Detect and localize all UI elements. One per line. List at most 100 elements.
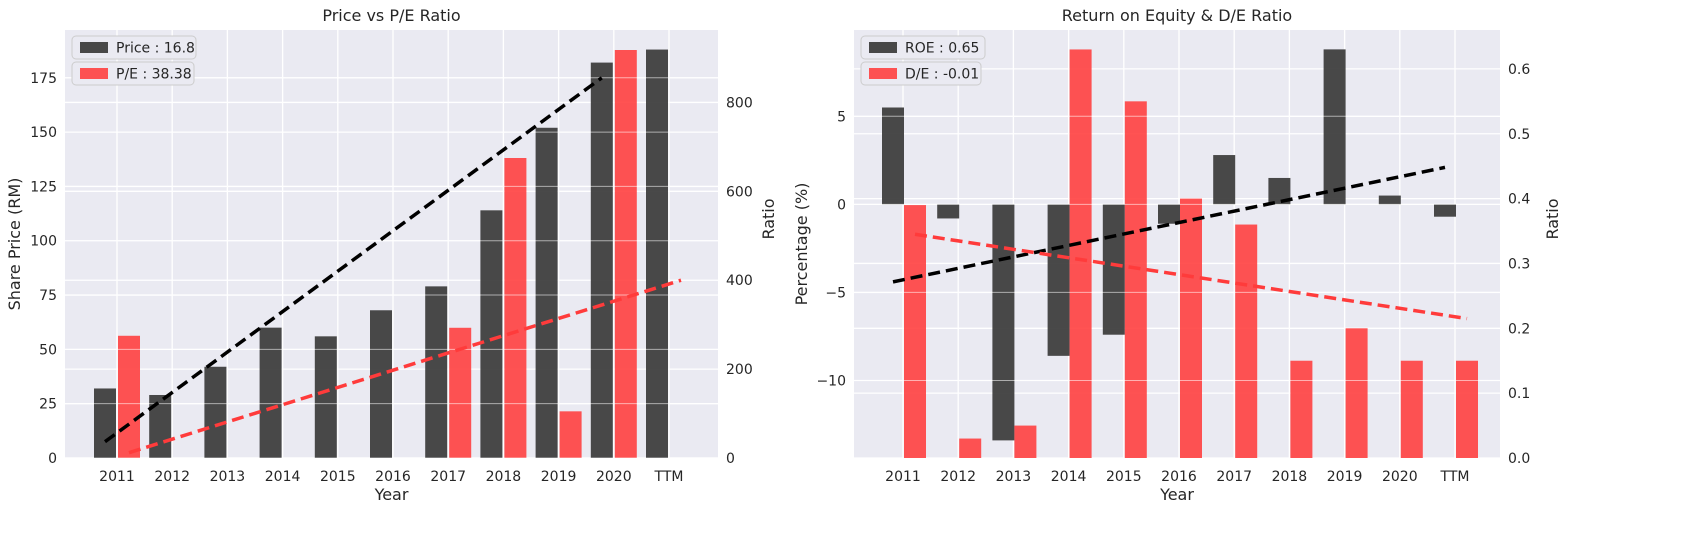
legend-swatch-primary: [869, 42, 897, 53]
x-axis-label: Year: [374, 485, 409, 504]
x-tick-label: 2014: [1051, 469, 1087, 485]
x-tick-label: 2018: [486, 469, 522, 485]
legend-label: D/E : -0.01: [905, 67, 979, 83]
x-axis-label: Year: [1159, 485, 1194, 504]
bar-primary: [1102, 204, 1125, 335]
legend-swatch-primary: [80, 42, 108, 53]
y-tick-label: 125: [30, 179, 57, 195]
bar-secondary: [1290, 360, 1313, 458]
plot-area: [854, 30, 1500, 458]
y-right-tick-label: 0.2: [1508, 321, 1530, 337]
bar-primary: [370, 310, 392, 458]
x-tick-label: 2016: [375, 469, 411, 485]
bar-primary: [259, 327, 282, 458]
x-tick-label: 2016: [1161, 469, 1197, 485]
bar-secondary: [1069, 49, 1092, 459]
legend-label: Price : 16.8: [116, 41, 195, 57]
x-tick-label: 2017: [1216, 469, 1252, 485]
bar-secondary: [504, 158, 527, 458]
x-tick-label: 2013: [996, 469, 1032, 485]
bar-secondary: [1180, 198, 1202, 458]
x-tick-label: 2019: [541, 469, 577, 485]
chart-1: 0 25 50 75 100 125 150 175 0 200 400 600 800 2011 2012…: [5, 6, 778, 504]
legend-swatch-secondary: [869, 68, 897, 79]
trendline: [914, 232, 1468, 321]
chart-2: −10 −5 0 5 0.0 0.1 0.2 0.3 0.4 0.5 0.6 2011 2012 2013…: [792, 6, 1562, 504]
x-tick-label: 2020: [596, 469, 632, 485]
y-tick-label: 0: [837, 197, 846, 213]
x-tick-label: 2012: [154, 469, 190, 485]
bar-primary: [480, 210, 503, 458]
x-tick-label: 2011: [99, 469, 135, 485]
bar-secondary: [1014, 425, 1037, 458]
bar-secondary: [959, 438, 982, 458]
y-right-tick-label: 800: [726, 95, 753, 111]
bar-secondary: [1235, 224, 1258, 458]
x-tick-label: 2011: [885, 469, 921, 485]
x-tick-label: 2013: [210, 469, 246, 485]
y-right-axis-label: Ratio: [759, 198, 778, 239]
bar-secondary: [904, 205, 926, 458]
y-right-tick-label: 0.6: [1508, 62, 1530, 78]
y-tick-label: 5: [837, 109, 846, 125]
y-right-axis-label: Ratio: [1543, 198, 1562, 239]
y-right-tick-label: 0.1: [1508, 386, 1530, 402]
bar-primary: [1047, 204, 1070, 356]
legend-box: [860, 35, 986, 60]
legend-box: [71, 35, 197, 60]
bar-primary: [149, 394, 172, 458]
trendline: [128, 278, 682, 455]
bar-primary: [882, 107, 904, 205]
y-tick-label: −10: [816, 374, 846, 390]
bar-secondary: [1400, 360, 1423, 458]
y-right-tick-label: 200: [726, 362, 753, 378]
y-tick-label: −5: [825, 285, 846, 301]
y-tick-label: 0: [48, 451, 57, 467]
x-tick-label: 2018: [1272, 469, 1308, 485]
bar-secondary: [614, 50, 637, 458]
trendline: [103, 76, 603, 444]
y-right-tick-label: 0: [726, 451, 735, 467]
legend-box: [860, 61, 982, 86]
y-right-tick-label: 400: [726, 273, 753, 289]
y-tick-label: 150: [30, 125, 57, 141]
bar-primary: [590, 62, 613, 458]
x-tick-label: 2019: [1327, 469, 1363, 485]
bar-primary: [992, 204, 1015, 441]
bar-primary: [1378, 195, 1401, 205]
x-tick-label: TTM: [1440, 469, 1470, 485]
bar-secondary: [1456, 360, 1478, 458]
x-tick-label: 2015: [1106, 469, 1142, 485]
bar-secondary: [118, 335, 140, 458]
x-tick-label: 2017: [430, 469, 466, 485]
y-tick-label: 25: [39, 397, 57, 413]
y-tick-label: 100: [30, 234, 57, 250]
y-right-tick-label: 0.4: [1508, 192, 1530, 208]
y-axis-label: Share Price (RM): [5, 178, 24, 311]
bar-secondary: [1124, 101, 1147, 458]
legend-box: [71, 61, 195, 86]
legend-label: ROE : 0.65: [905, 41, 979, 57]
x-tick-label: TTM: [654, 469, 684, 485]
bar-primary: [1268, 177, 1291, 205]
legend-swatch-secondary: [80, 68, 108, 79]
y-right-tick-label: 0.3: [1508, 256, 1530, 272]
x-tick-label: 2020: [1382, 469, 1418, 485]
y-right-tick-label: 600: [726, 184, 753, 200]
trendline: [892, 165, 1446, 284]
bar-primary: [646, 49, 668, 459]
chart-title: Price vs P/E Ratio: [322, 6, 460, 25]
y-axis-label: Percentage (%): [792, 183, 811, 306]
bar-primary: [94, 388, 116, 458]
x-tick-label: 2014: [265, 469, 301, 485]
chart-title: Return on Equity & D/E Ratio: [1062, 6, 1292, 25]
legend-label: P/E : 38.38: [116, 67, 192, 83]
y-tick-label: 50: [39, 342, 57, 358]
bar-primary: [1158, 204, 1180, 224]
bar-secondary: [1345, 328, 1368, 458]
bar-primary: [1434, 204, 1456, 217]
bar-primary: [204, 366, 227, 458]
y-tick-label: 175: [30, 71, 57, 87]
bar-primary: [314, 336, 337, 458]
